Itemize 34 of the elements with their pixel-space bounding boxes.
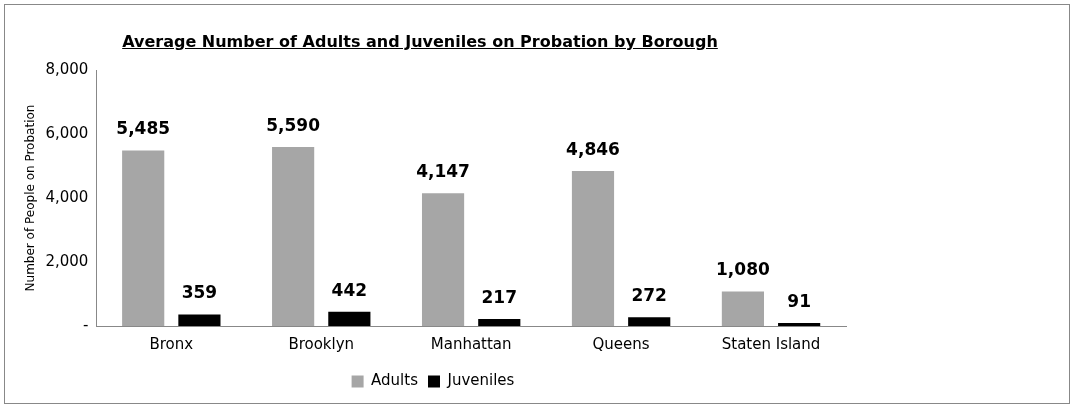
y-tick-label: 8,000 (45, 59, 89, 78)
chart-title: Average Number of Adults and Juveniles on Probation by Borough (121, 32, 719, 51)
y-tick-label: - (82, 315, 89, 334)
x-tick-label: Brooklyn (288, 334, 355, 353)
data-label: 359 (181, 282, 218, 303)
y-tick-label: 2,000 (45, 251, 89, 270)
data-label: 217 (481, 286, 518, 307)
data-label: 1,080 (716, 259, 770, 280)
x-tick-label: Bronx (149, 334, 194, 353)
data-label: 5,485 (116, 118, 171, 139)
legend-label: Adults (371, 371, 419, 390)
data-label: 4,147 (416, 161, 470, 182)
x-tick-label: Staten Island (721, 334, 821, 353)
bar (421, 193, 465, 326)
data-label: 91 (787, 291, 811, 312)
x-tick-label: Queens (592, 334, 650, 353)
bar (178, 314, 221, 326)
bar (328, 311, 371, 326)
x-tick-label: Manhattan (430, 334, 512, 353)
data-label: 272 (631, 285, 667, 306)
y-axis-title: Number of People on Probation (23, 104, 38, 292)
data-label: 442 (331, 279, 368, 300)
y-tick-label: 6,000 (45, 123, 89, 142)
bar (628, 317, 671, 326)
bar (721, 291, 765, 326)
bar (272, 147, 315, 326)
bar (778, 323, 821, 326)
data-label: 5,590 (266, 115, 321, 136)
legend-label: Juveniles (446, 371, 515, 390)
y-tick-label: 4,000 (45, 187, 89, 206)
bar (571, 170, 615, 326)
bar (122, 150, 165, 326)
data-label: 4,846 (566, 138, 620, 159)
bar (478, 319, 521, 326)
